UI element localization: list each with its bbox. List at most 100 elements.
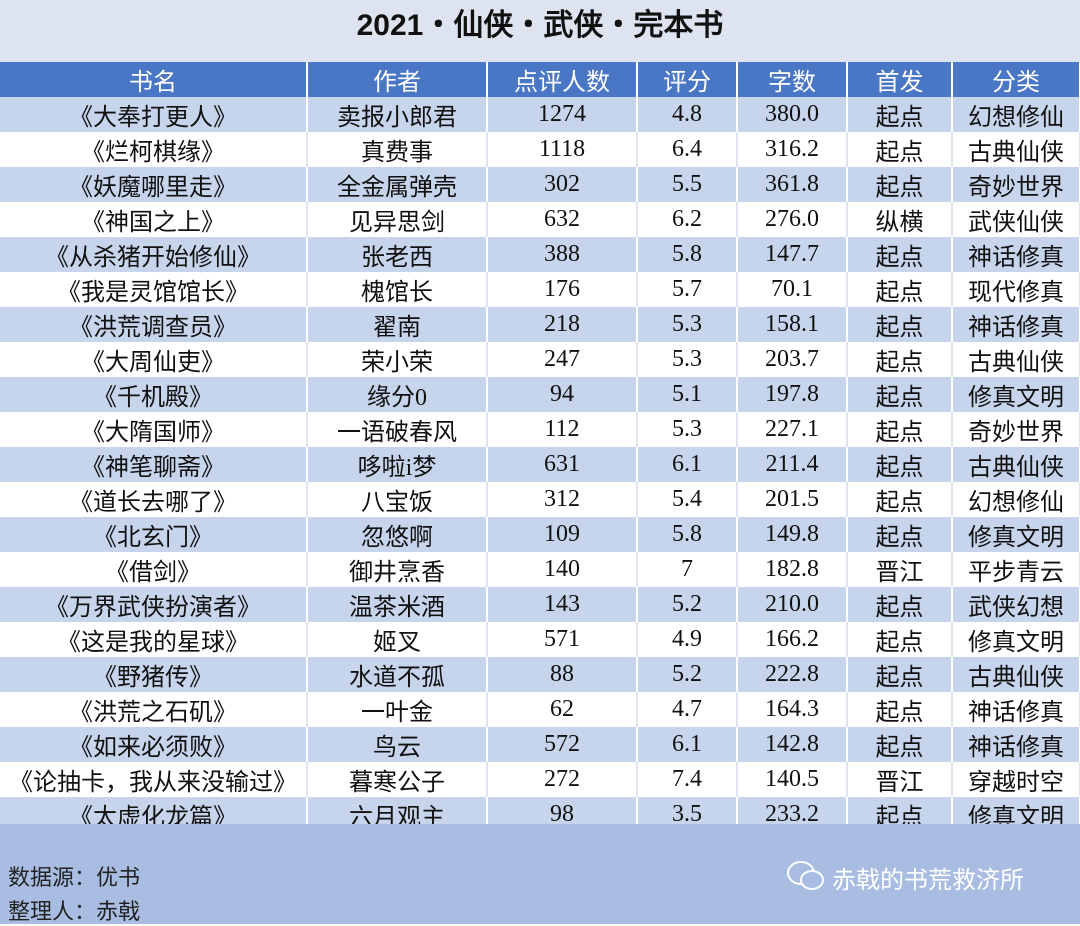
table-cell: 《洪荒调查员》 xyxy=(0,307,308,342)
table-cell: 见异思剑 xyxy=(307,202,488,237)
table-row: 《大隋国师》 一语破春风 112 5.3 227.1 起点 奇妙世界 xyxy=(0,412,1080,447)
table-cell: 201.5 xyxy=(737,482,848,517)
table-cell: 幻想修仙 xyxy=(952,97,1080,132)
table-row: 《我是灵馆馆长》 槐馆长 176 5.7 70.1 起点 现代修真 xyxy=(0,272,1080,307)
table-cell: 奇妙世界 xyxy=(952,412,1080,447)
table-cell: 起点 xyxy=(847,132,953,167)
table-cell: 312 xyxy=(487,482,638,517)
header-cell: 点评人数 xyxy=(487,62,638,97)
table-cell: 《千机殿》 xyxy=(0,377,308,412)
table-row: 《神国之上》 见异思剑 632 6.2 276.0 纵横 武侠仙侠 xyxy=(0,202,1080,237)
source: 数据源：优书 xyxy=(8,865,141,890)
table-row: 《论抽卡，我从来没输过》 暮寒公子 272 7.4 140.5 晋江 穿越时空 xyxy=(0,762,1080,797)
table-cell: 神话修真 xyxy=(952,727,1080,762)
table-cell: 《道长去哪了》 xyxy=(0,482,308,517)
table-cell: 水道不孤 xyxy=(307,657,488,692)
table-cell: 6.1 xyxy=(637,447,738,482)
table-cell: 《北玄门》 xyxy=(0,517,308,552)
table-cell: 起点 xyxy=(847,97,953,132)
table-cell: 起点 xyxy=(847,482,953,517)
table-row: 《大周仙吏》 荣小荣 247 5.3 203.7 起点 古典仙侠 xyxy=(0,342,1080,377)
table-cell: 修真文明 xyxy=(952,377,1080,412)
table-cell: 182.8 xyxy=(737,552,848,587)
table-cell: 361.8 xyxy=(737,167,848,202)
table-cell: 5.3 xyxy=(637,412,738,447)
table-cell: 起点 xyxy=(847,377,953,412)
table-cell: 忽悠啊 xyxy=(307,517,488,552)
table-cell: 《野猪传》 xyxy=(0,657,308,692)
table-cell: 《如来必须败》 xyxy=(0,727,308,762)
table-cell: 《妖魔哪里走》 xyxy=(0,167,308,202)
table-cell: 6.4 xyxy=(637,132,738,167)
table-cell: 197.8 xyxy=(737,377,848,412)
table-cell: 6.1 xyxy=(637,727,738,762)
table-cell: 247 xyxy=(487,342,638,377)
table-cell: 《我是灵馆馆长》 xyxy=(0,272,308,307)
table-cell: 316.2 xyxy=(737,132,848,167)
table-cell: 鸟云 xyxy=(307,727,488,762)
table-cell: 388 xyxy=(487,237,638,272)
table-cell: 姬叉 xyxy=(307,622,488,657)
table-body: 《大奉打更人》 卖报小郎君 1274 4.8 380.0 起点 幻想修仙 《烂柯棋缘》 真费事 1… xyxy=(0,97,1080,867)
table-row: 《从杀猪开始修仙》 张老西 388 5.8 147.7 起点 神话修真 xyxy=(0,237,1080,272)
table-row: 《烂柯棋缘》 真费事 1118 6.4 316.2 起点 古典仙侠 xyxy=(0,132,1080,167)
table-cell: 109 xyxy=(487,517,638,552)
table-cell: 62 xyxy=(487,692,638,727)
table-cell: 古典仙侠 xyxy=(952,342,1080,377)
table-cell: 7.4 xyxy=(637,762,738,797)
table-cell: 143 xyxy=(487,587,638,622)
table-cell: 《洪荒之石矶》 xyxy=(0,692,308,727)
table-cell: 158.1 xyxy=(737,307,848,342)
table-cell: 神话修真 xyxy=(952,307,1080,342)
header-cell: 首发 xyxy=(847,62,953,97)
table-cell: 翟南 xyxy=(307,307,488,342)
table-cell: 《这是我的星球》 xyxy=(0,622,308,657)
table-row: 《万界武侠扮演者》 温茶米酒 143 5.2 210.0 起点 武侠幻想 xyxy=(0,587,1080,622)
table-cell: 203.7 xyxy=(737,342,848,377)
table-row: 《洪荒之石矶》 一叶金 62 4.7 164.3 起点 神话修真 xyxy=(0,692,1080,727)
table-cell: 缘分0 xyxy=(307,377,488,412)
header-cell: 书名 xyxy=(0,62,308,97)
table-cell: 5.8 xyxy=(637,517,738,552)
table-cell: 211.4 xyxy=(737,447,848,482)
table-cell: 140 xyxy=(487,552,638,587)
header-cell: 字数 xyxy=(737,62,848,97)
title: 2021・仙侠・武侠・完本书 xyxy=(0,0,1080,62)
table-row: 《野猪传》 水道不孤 88 5.2 222.8 起点 古典仙侠 xyxy=(0,657,1080,692)
table-cell: 起点 xyxy=(847,342,953,377)
wechat-icon xyxy=(787,861,824,890)
table-cell: 272 xyxy=(487,762,638,797)
table-cell: 94 xyxy=(487,377,638,412)
table-cell: 218 xyxy=(487,307,638,342)
table-cell: 142.8 xyxy=(737,727,848,762)
table-cell: 4.8 xyxy=(637,97,738,132)
table-cell: 幻想修仙 xyxy=(952,482,1080,517)
table-cell: 起点 xyxy=(847,307,953,342)
table-cell: 神话修真 xyxy=(952,692,1080,727)
table-cell: 227.1 xyxy=(737,412,848,447)
table-cell: 荣小荣 xyxy=(307,342,488,377)
table-cell: 起点 xyxy=(847,692,953,727)
table-cell: 5.2 xyxy=(637,657,738,692)
table-cell: 5.5 xyxy=(637,167,738,202)
table-row: 《借剑》 御井烹香 140 7 182.8 晋江 平步青云 xyxy=(0,552,1080,587)
table-cell: 《烂柯棋缘》 xyxy=(0,132,308,167)
table-cell: 《论抽卡，我从来没输过》 xyxy=(0,762,308,797)
table-cell: 1274 xyxy=(487,97,638,132)
table-cell: 八宝饭 xyxy=(307,482,488,517)
table-row: 《大奉打更人》 卖报小郎君 1274 4.8 380.0 起点 幻想修仙 xyxy=(0,97,1080,132)
table-cell: 147.7 xyxy=(737,237,848,272)
table-cell: 卖报小郎君 xyxy=(307,97,488,132)
table-cell: 真费事 xyxy=(307,132,488,167)
table-cell: 5.3 xyxy=(637,342,738,377)
table-cell: 起点 xyxy=(847,167,953,202)
table-row: 《妖魔哪里走》 全金属弹壳 302 5.5 361.8 起点 奇妙世界 xyxy=(0,167,1080,202)
table-cell: 166.2 xyxy=(737,622,848,657)
table-cell: 武侠仙侠 xyxy=(952,202,1080,237)
table: 书名 作者 点评人数 评分 字数 首发 分类 《大奉打更人》 卖报小郎君 1274 4.8 380.… xyxy=(0,62,1080,867)
table-cell: 7 xyxy=(637,552,738,587)
table-cell: 276.0 xyxy=(737,202,848,237)
table-row: 《这是我的星球》 姬叉 571 4.9 166.2 起点 修真文明 xyxy=(0,622,1080,657)
table-cell: 1118 xyxy=(487,132,638,167)
